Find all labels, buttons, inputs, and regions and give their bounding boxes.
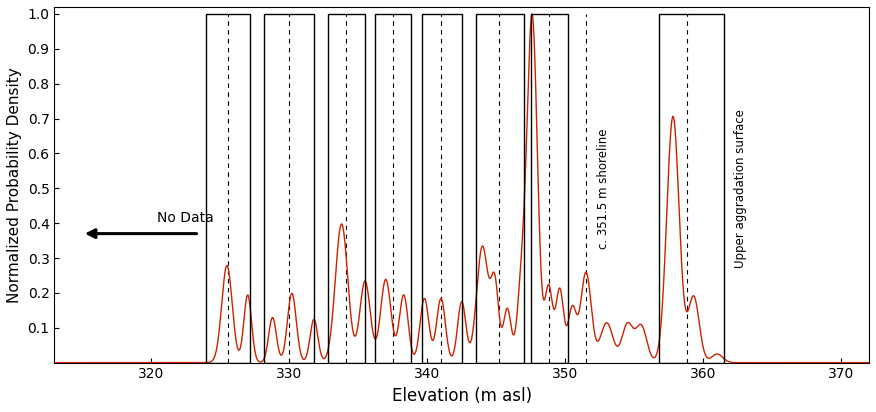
Text: No Data: No Data — [157, 211, 214, 225]
Y-axis label: Normalized Probability Density: Normalized Probability Density — [7, 67, 22, 303]
Bar — [375, 14, 411, 363]
Text: Upper aggradation surface: Upper aggradation surface — [734, 109, 746, 268]
Bar — [328, 14, 365, 363]
Bar — [531, 14, 568, 363]
Bar — [659, 14, 724, 363]
X-axis label: Elevation (m asl): Elevation (m asl) — [392, 387, 532, 405]
Bar — [476, 14, 524, 363]
Bar — [206, 14, 251, 363]
Bar — [421, 14, 462, 363]
Bar — [265, 14, 314, 363]
Text: c. 351.5 m shoreline: c. 351.5 m shoreline — [597, 128, 610, 248]
